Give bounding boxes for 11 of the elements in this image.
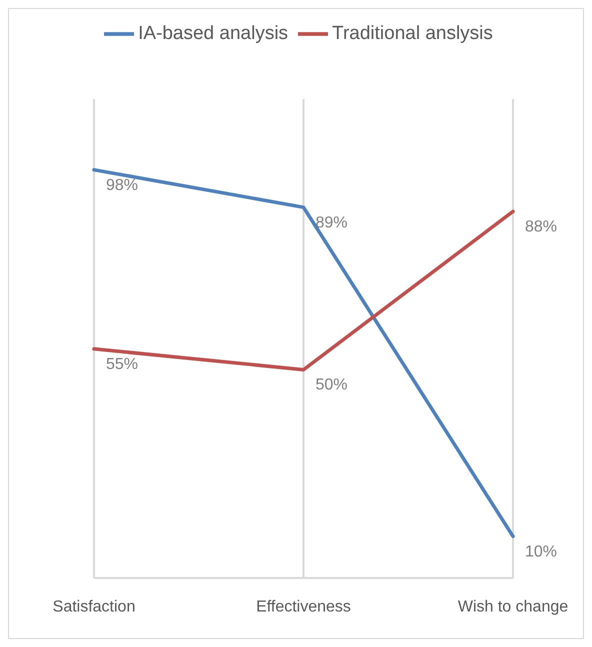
x-tick-label: Satisfaction [52,598,136,616]
legend-label: Traditional anslysis [332,23,493,44]
x-tick-label: Effectiveness [256,598,351,616]
data-label: 88% [525,218,558,236]
x-tick-label: Wish to change [458,598,568,616]
data-label: 10% [525,543,558,560]
data-label: 50% [316,376,348,394]
data-label: 89% [316,214,348,232]
data-label: 55% [106,356,138,373]
legend-label: IA-based analysis [138,23,288,44]
data-label: 98% [106,176,138,194]
